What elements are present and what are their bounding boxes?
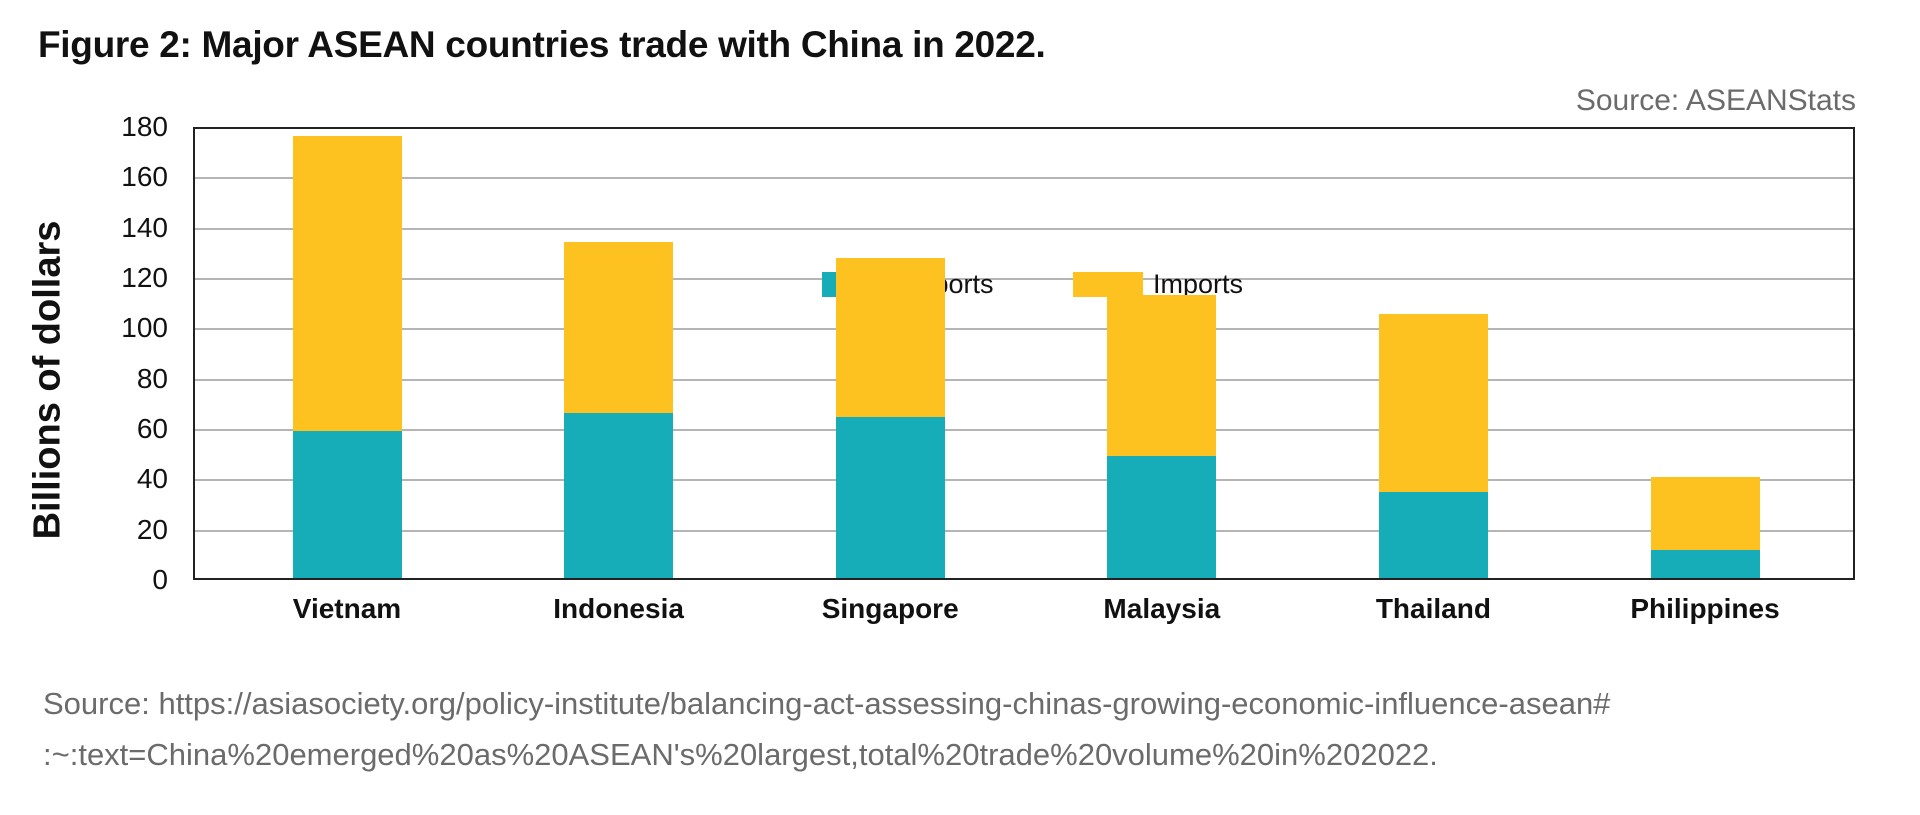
bar-malaysia [1107,294,1217,578]
bar-philippines [1650,477,1760,578]
bar-vietnam [292,136,402,578]
y-tick-label: 0 [152,564,168,595]
y-tick-label: 160 [121,161,168,193]
legend-label-imports: Imports [1153,269,1244,299]
source-label: Source: ASEANStats [1575,84,1856,117]
gridline [195,378,1853,381]
bar-segment-exports [1107,455,1217,578]
source-citation-line1: Source: https://asiasociety.org/policy-i… [43,686,1611,721]
y-tick-label: 80 [136,362,168,394]
source-citation-line2: :~:text=China%20emerged%20as%20ASEAN's%2… [43,737,1438,772]
y-tick-label: 100 [121,312,168,344]
y-tick-label: 40 [136,463,168,495]
gridline [195,429,1853,431]
bar-segment-exports [835,416,945,578]
bar-segment-exports [1378,492,1488,578]
plot-area: Exports Imports [193,127,1855,580]
gridline [195,177,1853,180]
bar-segment-imports [292,136,402,431]
x-tick-label: Singapore [821,593,959,624]
bar-segment-exports [1650,550,1760,578]
x-tick-label: Malaysia [1103,593,1221,624]
gridline [195,328,1853,331]
source-citation: Source: https://asiasociety.org/policy-i… [43,678,1873,780]
bar-segment-imports [1378,313,1488,493]
bar-segment-imports [835,258,945,417]
x-tick-label: Vietnam [292,593,402,624]
gridline [195,278,1853,280]
gridline [195,227,1853,230]
bar-singapore [835,258,945,578]
gridline [195,529,1853,532]
bar-segment-imports [1650,477,1760,551]
x-tick-label: Philippines [1630,593,1780,624]
chart-title: Figure 2: Major ASEAN countries trade wi… [38,24,1046,65]
bar-thailand [1378,313,1488,578]
x-tick-label: Indonesia [553,593,684,624]
bar-indonesia [564,242,674,578]
y-tick-label: 140 [121,211,168,243]
legend-imports: Imports [1073,269,1243,300]
y-tick-label: 20 [136,513,168,545]
y-tick-label: 120 [121,262,168,293]
imports-swatch [1073,272,1143,297]
bar-segment-exports [292,430,402,578]
bar-segment-exports [564,413,674,578]
y-axis-label: Billions of dollars [26,220,69,540]
y-tick-label: 180 [121,111,168,142]
bar-segment-imports [564,242,674,414]
bar-segment-imports [1107,294,1217,456]
x-tick-label: Thailand [1375,593,1491,624]
gridline [195,479,1853,482]
y-tick-label: 60 [136,413,168,444]
